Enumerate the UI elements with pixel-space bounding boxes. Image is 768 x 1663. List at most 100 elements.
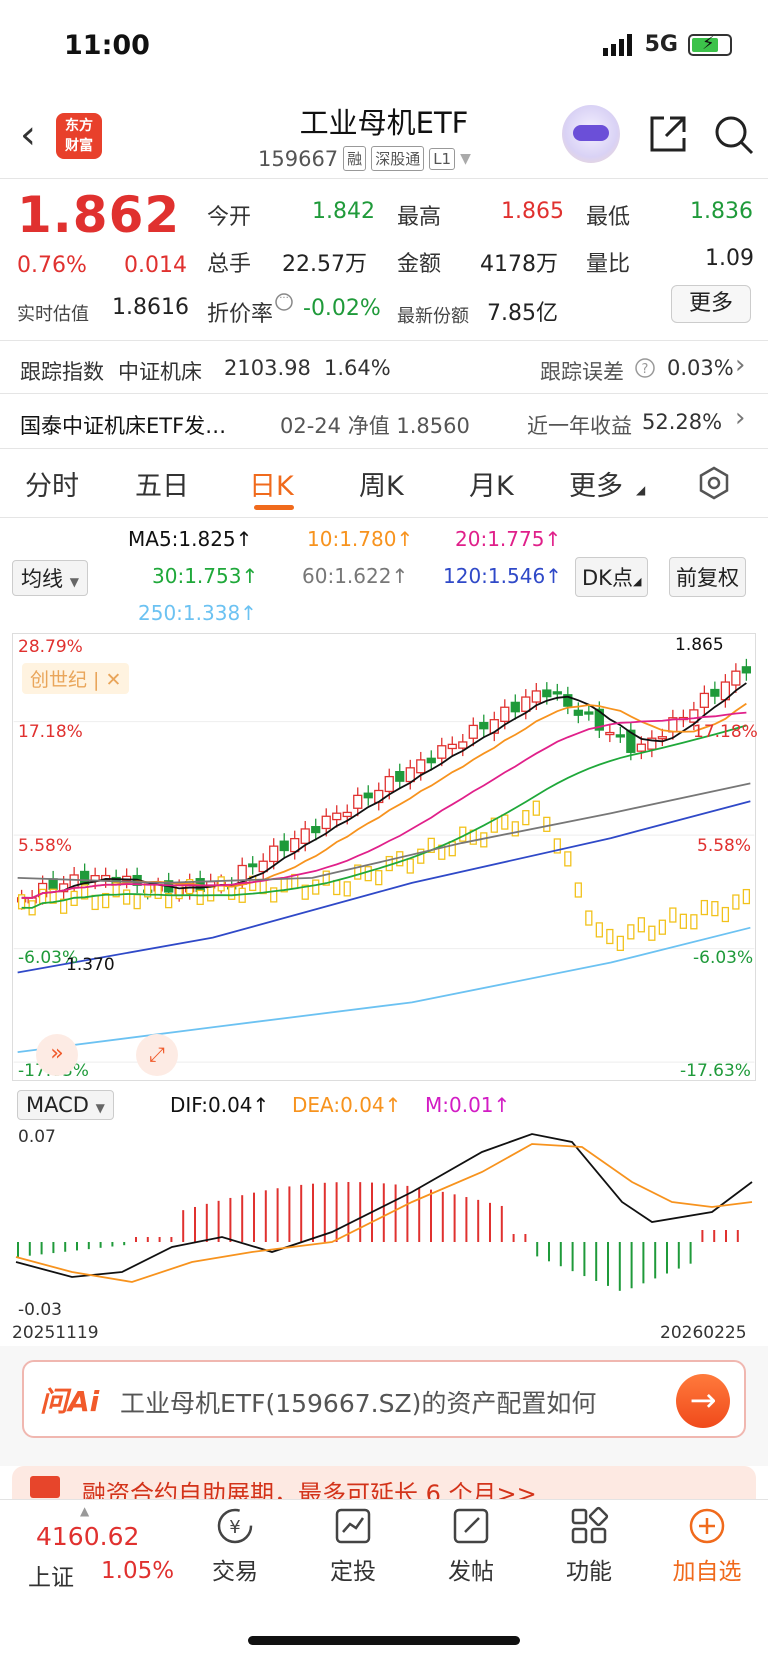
svg-text:···: ··· (279, 293, 289, 304)
tab-five-day[interactable]: 五日 (135, 471, 189, 502)
ai-assistant-avatar[interactable] (562, 105, 620, 163)
ai-prompt: 工业母机ETF(159667.SZ)的资产配置如何 (120, 1389, 597, 1418)
high-value: 1.865 (501, 199, 564, 224)
overlay-candle (490, 817, 498, 833)
edit-icon (453, 1508, 489, 1544)
est-label: 实时估值 (17, 304, 89, 325)
overlay-candle (91, 894, 99, 911)
megaphone-icon (30, 1476, 60, 1498)
axis-label-right-2: 17.18% (693, 722, 758, 742)
overlay-candle (133, 894, 141, 910)
candle (311, 826, 321, 834)
overlay-candle (564, 851, 572, 867)
index-value[interactable]: 4160.62 (36, 1522, 140, 1551)
ma20-line (21, 711, 747, 899)
help-icon[interactable]: ? (634, 357, 656, 379)
more-button[interactable]: 更多 (671, 285, 751, 323)
overlay-candle (574, 882, 582, 898)
fund-name[interactable]: 国泰中证机床ETF发… (20, 414, 227, 438)
overlay-candle (711, 901, 719, 917)
high-marker: 1.865 (675, 635, 724, 655)
nav-functions[interactable]: 功能 (544, 1506, 634, 1586)
overlay-candle (196, 889, 204, 905)
back-button[interactable]: ‹ (20, 112, 36, 158)
candle (363, 792, 373, 799)
chevron-up-icon[interactable]: ▲ (80, 1504, 90, 1518)
nav-post[interactable]: 发帖 (426, 1506, 516, 1586)
candle (699, 692, 709, 708)
vol-ratio-label: 量比 (586, 252, 631, 277)
overlay-candle (364, 866, 372, 882)
candle (500, 706, 510, 722)
indicator-select[interactable]: 均线 ▼ (12, 560, 88, 596)
chevron-down-icon: ▼ (69, 575, 79, 589)
search-icon[interactable] (713, 114, 755, 156)
tracking-index[interactable]: 中证机床 (118, 360, 202, 384)
gear-icon[interactable] (697, 466, 731, 500)
overlay-candle (532, 800, 540, 816)
candle (300, 828, 310, 844)
low-label: 最低 (586, 205, 631, 230)
chevron-right-icon[interactable]: › (735, 403, 746, 433)
chevron-right-icon[interactable]: › (735, 350, 746, 380)
candle (594, 708, 604, 731)
candle (573, 709, 583, 716)
candle (426, 757, 436, 764)
app-logo: 东方 财富 (56, 113, 102, 159)
ma250-line (17, 926, 751, 1054)
macd-chart[interactable] (12, 1122, 756, 1322)
info-icon[interactable]: ··· (274, 292, 294, 312)
macd-dea: DEA:0.04↑ (292, 1093, 402, 1117)
candle (458, 741, 468, 749)
status-indicators: 5G ⚡ (602, 32, 732, 57)
overlay-candle (690, 914, 698, 930)
tab-daily-k[interactable]: 日K (249, 471, 294, 502)
tab-monthly-k[interactable]: 月K (469, 471, 514, 502)
svg-text:?: ? (642, 362, 649, 377)
network-label: 5G (644, 32, 678, 57)
tracking-label: 跟踪指数 (20, 360, 104, 384)
ai-question-bar[interactable]: 问Ai 工业母机ETF(159667.SZ)的资产配置如何 → (22, 1360, 746, 1438)
grid-icon (571, 1506, 609, 1544)
candle (584, 711, 594, 715)
dk-point-button[interactable]: DK点◢ (575, 557, 649, 597)
fullscreen-icon[interactable]: ⤢ (136, 1034, 178, 1076)
macd-select[interactable]: MACD ▼ (17, 1090, 114, 1120)
share-icon[interactable] (648, 114, 688, 154)
overlay-candle (627, 924, 635, 940)
nav-trade[interactable]: ¥ 交易 (190, 1506, 280, 1586)
axis-label-right-4: -6.03% (693, 948, 754, 968)
overlay-candle (186, 879, 194, 895)
arrow-right-icon[interactable]: → (676, 1374, 730, 1428)
tab-more[interactable]: 更多 (569, 471, 623, 502)
nav-invest[interactable]: 定投 (308, 1506, 398, 1586)
overlay-candle (721, 906, 730, 923)
tab-intraday[interactable]: 分时 (25, 471, 79, 502)
tab-weekly-k[interactable]: 周K (359, 471, 404, 502)
overlay-candle (102, 892, 110, 909)
stock-code-row[interactable]: 159667 融 深股通 L1 ▼ (258, 146, 471, 171)
ma10-line (21, 702, 747, 899)
macd-m: M:0.01↑ (425, 1093, 511, 1117)
candle (101, 874, 111, 881)
ma30-line (21, 724, 747, 909)
tag-level: L1 (429, 147, 456, 170)
overlay-candle (637, 917, 645, 933)
overlay-candle (165, 893, 173, 909)
adjust-mode-button[interactable]: 前复权 (669, 557, 746, 597)
tag-connect: 深股通 (371, 146, 425, 171)
candle (437, 745, 447, 759)
candle (80, 870, 90, 885)
kline-chart[interactable] (12, 633, 756, 1081)
macd-dif: DIF:0.04↑ (170, 1093, 270, 1117)
overlay-candle (511, 821, 519, 837)
overlay-candle (154, 883, 162, 899)
overlay-candle (333, 879, 341, 896)
index-name: 上证 (28, 1565, 74, 1591)
expand-left-icon[interactable]: » (36, 1034, 78, 1076)
ma120-line (17, 800, 751, 974)
overlay-compare-tag[interactable]: 创世纪 | ✕ (22, 663, 130, 694)
candle (332, 812, 342, 821)
candle (48, 878, 58, 890)
nav-add-watchlist[interactable]: 加自选 (662, 1506, 752, 1586)
